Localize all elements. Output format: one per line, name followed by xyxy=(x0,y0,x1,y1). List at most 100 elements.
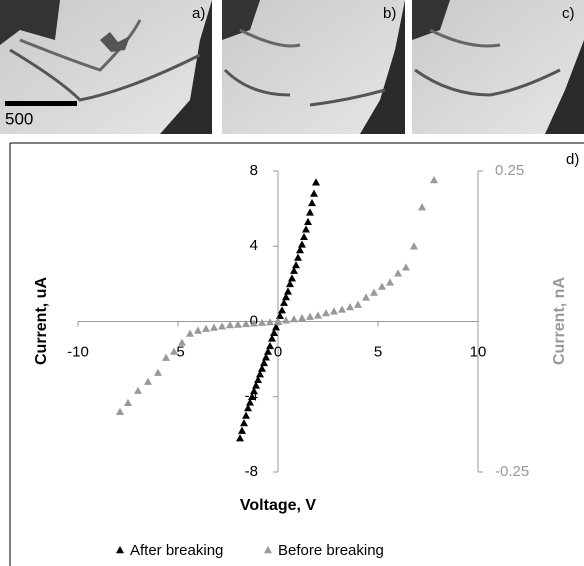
data-point xyxy=(154,368,162,376)
data-point xyxy=(294,253,302,261)
data-point xyxy=(330,307,338,315)
data-point xyxy=(246,398,254,406)
y2-axis-label: Current, nA xyxy=(551,277,568,365)
data-point xyxy=(218,322,226,330)
panel-label: c) xyxy=(562,5,575,22)
data-point xyxy=(312,178,320,186)
data-point xyxy=(284,287,292,295)
y-tick-label: -8 xyxy=(245,463,258,480)
panel-b: b) xyxy=(222,0,405,134)
data-point xyxy=(186,329,194,337)
data-point xyxy=(144,377,152,385)
data-point xyxy=(354,300,362,308)
data-point xyxy=(280,298,288,306)
data-point xyxy=(250,319,258,327)
data-point xyxy=(338,305,346,313)
data-point xyxy=(202,324,210,332)
data-point xyxy=(282,293,290,301)
data-point xyxy=(308,198,316,207)
data-point xyxy=(234,320,242,328)
data-point xyxy=(244,404,252,412)
x-tick-label: -10 xyxy=(67,343,89,360)
legend-label: Before breaking xyxy=(278,542,384,559)
data-point xyxy=(242,411,250,419)
data-point xyxy=(296,246,304,254)
data-point xyxy=(286,279,294,288)
data-point xyxy=(250,387,258,395)
data-point xyxy=(266,318,274,326)
data-point xyxy=(276,311,284,320)
data-point xyxy=(170,347,178,355)
data-point xyxy=(266,341,274,350)
data-point xyxy=(236,434,244,442)
data-point xyxy=(386,278,394,286)
data-point xyxy=(248,392,256,400)
data-point xyxy=(134,386,142,394)
data-point xyxy=(290,315,298,323)
y2-tick-label: -0.25 xyxy=(495,463,529,480)
data-point xyxy=(262,353,270,361)
data-point xyxy=(242,319,250,328)
x-tick-label: -5 xyxy=(171,343,184,360)
data-point xyxy=(346,303,354,311)
x-tick-label: 10 xyxy=(470,343,487,360)
data-point xyxy=(306,208,314,216)
data-point xyxy=(370,288,378,296)
data-point xyxy=(378,282,386,290)
x-tick-label: 0 xyxy=(274,343,282,360)
data-point xyxy=(256,370,264,378)
data-point xyxy=(362,293,370,301)
data-point xyxy=(226,321,234,329)
data-point xyxy=(252,381,260,389)
data-point xyxy=(314,311,322,319)
panel-c: c) xyxy=(412,0,584,134)
data-point xyxy=(116,407,124,415)
data-point xyxy=(282,316,290,324)
data-point xyxy=(410,242,418,250)
data-point xyxy=(274,317,282,325)
y-tick-label: 4 xyxy=(250,237,258,254)
data-point xyxy=(304,217,312,225)
data-point xyxy=(272,323,280,331)
scale-bar-label: 500 xyxy=(5,109,33,128)
legend-marker xyxy=(264,546,272,554)
data-point xyxy=(292,261,300,269)
data-point xyxy=(310,189,318,197)
panel-a: 500 a) xyxy=(0,0,212,134)
data-point xyxy=(178,338,186,346)
data-point xyxy=(270,328,278,336)
panel-label: d) xyxy=(566,151,579,168)
data-point xyxy=(254,375,262,384)
data-point xyxy=(394,269,402,277)
legend-marker xyxy=(116,546,124,554)
data-point xyxy=(194,326,202,334)
data-point xyxy=(264,347,272,355)
y-tick-label: 8 xyxy=(250,162,258,179)
x-axis-label: Voltage, V xyxy=(240,497,316,514)
x-tick-label: 5 xyxy=(374,343,382,360)
data-point xyxy=(302,225,310,233)
data-point xyxy=(298,240,306,248)
panel-label: b) xyxy=(383,5,396,22)
data-point xyxy=(300,232,308,241)
legend-label: After breaking xyxy=(130,542,223,559)
data-point xyxy=(418,203,426,211)
data-point xyxy=(306,312,314,320)
data-point xyxy=(268,334,276,342)
data-point xyxy=(238,426,246,434)
data-point xyxy=(402,263,410,271)
data-point xyxy=(210,323,218,331)
data-point xyxy=(240,419,248,427)
y-axis-label: Current, uA xyxy=(33,277,50,365)
panel-label: a) xyxy=(192,5,205,22)
data-point xyxy=(162,353,170,361)
data-point xyxy=(430,176,438,184)
data-point xyxy=(298,313,306,322)
y2-tick-label: 0.25 xyxy=(495,162,524,179)
data-point xyxy=(258,318,266,326)
data-point xyxy=(322,309,330,317)
data-point xyxy=(278,306,286,314)
data-point xyxy=(124,398,132,406)
